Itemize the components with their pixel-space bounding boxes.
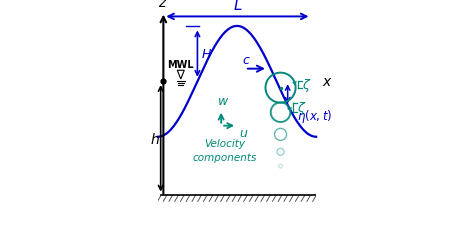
Text: $c$: $c$ — [242, 53, 250, 66]
Text: $\zeta$: $\zeta$ — [302, 77, 312, 94]
Text: $H$: $H$ — [201, 48, 212, 61]
Text: $z$: $z$ — [158, 0, 167, 10]
Polygon shape — [177, 71, 184, 80]
Text: $\zeta$: $\zeta$ — [297, 99, 307, 116]
Text: $u$: $u$ — [238, 127, 248, 140]
Text: $w$: $w$ — [217, 95, 229, 108]
Text: $x$: $x$ — [322, 75, 332, 89]
Text: MWL: MWL — [167, 60, 194, 70]
Text: $L$: $L$ — [233, 0, 242, 13]
Text: $\eta(x,t)$: $\eta(x,t)$ — [297, 107, 332, 124]
Text: $h$: $h$ — [150, 131, 159, 146]
Text: Velocity
components: Velocity components — [193, 139, 257, 162]
